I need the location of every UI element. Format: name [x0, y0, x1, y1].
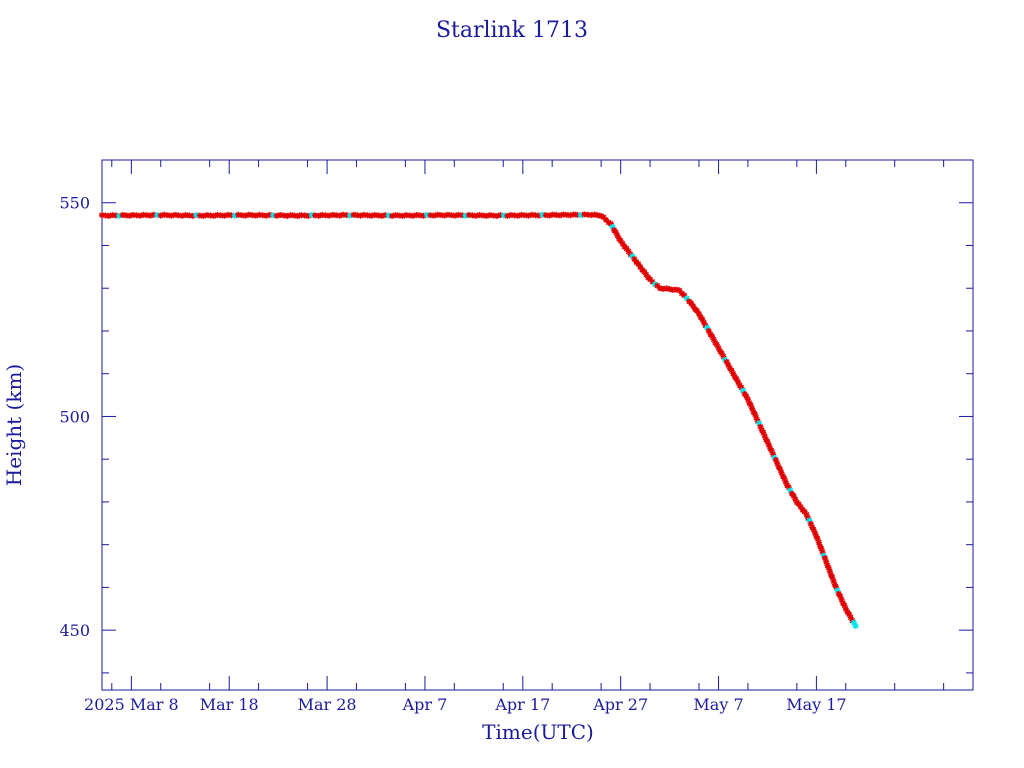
y-tick-label: 550	[59, 194, 90, 213]
x-tick-label: May 7	[693, 695, 743, 714]
data-point	[790, 492, 797, 499]
y-axis: 450 500 550	[59, 159, 973, 674]
data-point	[852, 622, 859, 629]
x-tick-label: May 17	[786, 695, 846, 714]
data-point	[710, 336, 717, 343]
y-tick-label: 450	[59, 621, 90, 640]
x-tick-label: Apr 7	[402, 695, 448, 714]
x-tick-label: 2025 Mar 8	[84, 695, 179, 714]
data-point	[607, 220, 614, 227]
chart-title: Starlink 1713	[436, 18, 588, 43]
data-point	[814, 535, 821, 542]
y-axis-label: Height (km)	[2, 364, 26, 486]
x-axis-label: Time(UTC)	[482, 720, 594, 744]
series-line	[101, 214, 856, 627]
x-tick-label: Apr 17	[494, 695, 550, 714]
plot-frame	[101, 159, 974, 691]
y-tick-label: 500	[59, 407, 90, 426]
x-tick-label: Mar 18	[200, 695, 259, 714]
x-axis: 2025 Mar 8 Mar 18 Mar 28 Apr 7 Apr 17 Apr 27 M…	[84, 160, 945, 714]
x-tick-label: Mar 28	[298, 695, 357, 714]
data-series	[99, 211, 859, 629]
x-tick-label: Apr 27	[592, 695, 648, 714]
data-point	[819, 549, 826, 556]
data-point	[694, 307, 701, 314]
data-point	[322, 212, 329, 219]
data-point	[189, 212, 196, 219]
